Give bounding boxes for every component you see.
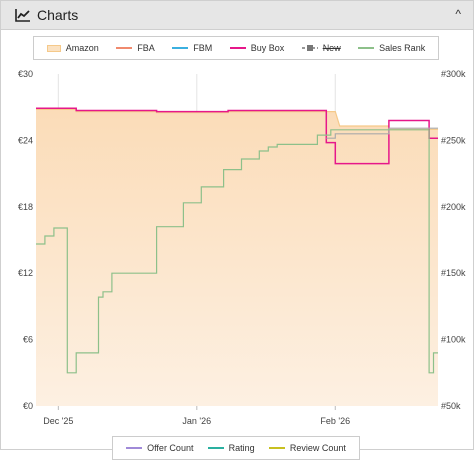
panel-title: Charts <box>37 7 79 23</box>
legend-item-fba[interactable]: FBA <box>116 43 155 53</box>
legend-label-new: New <box>322 43 341 53</box>
legend-swatch-buy-box <box>229 47 246 49</box>
secondary-legend: Offer Count Rating Review Count <box>112 436 360 460</box>
chevron-up-icon[interactable]: ^ <box>455 7 461 21</box>
legend-item-rating[interactable]: Rating <box>207 443 255 453</box>
legend-label-fba: FBA <box>137 43 155 53</box>
line-chart-icon <box>15 9 30 22</box>
legend-label-amazon: Amazon <box>65 43 99 53</box>
legend-item-sales-rank[interactable]: Sales Rank <box>358 43 425 53</box>
legend-item-new[interactable]: New <box>301 43 341 53</box>
legend-label-sales-rank: Sales Rank <box>379 43 426 53</box>
legend-swatch-fba <box>116 47 133 49</box>
legend-swatch-new <box>301 45 318 51</box>
legend-label-offer-count: Offer Count <box>147 443 194 453</box>
charts-panel: Charts ^ <box>0 0 474 450</box>
legend-item-offer-count[interactable]: Offer Count <box>126 443 193 453</box>
charts-panel-header[interactable]: Charts ^ <box>1 1 473 30</box>
legend-swatch-review-count <box>268 447 285 449</box>
legend-label-buy-box: Buy Box <box>250 43 285 53</box>
legend-label-rating: Rating <box>228 443 255 453</box>
legend-item-buy-box[interactable]: Buy Box <box>229 43 285 53</box>
legend-swatch-sales-rank <box>358 47 375 49</box>
legend-swatch-amazon <box>46 44 61 52</box>
legend-item-amazon[interactable]: Amazon <box>46 43 99 53</box>
legend-swatch-rating <box>207 447 224 449</box>
legend-label-review-count: Review Count <box>289 443 346 453</box>
legend-item-review-count[interactable]: Review Count <box>268 443 346 453</box>
legend-label-fbm: FBM <box>193 43 213 53</box>
legend-swatch-offer-count <box>126 447 143 449</box>
legend-swatch-fbm <box>172 47 189 49</box>
chart-legend: Amazon FBA FBM Buy Box New Sales Rank <box>33 36 439 60</box>
legend-item-fbm[interactable]: FBM <box>172 43 212 53</box>
